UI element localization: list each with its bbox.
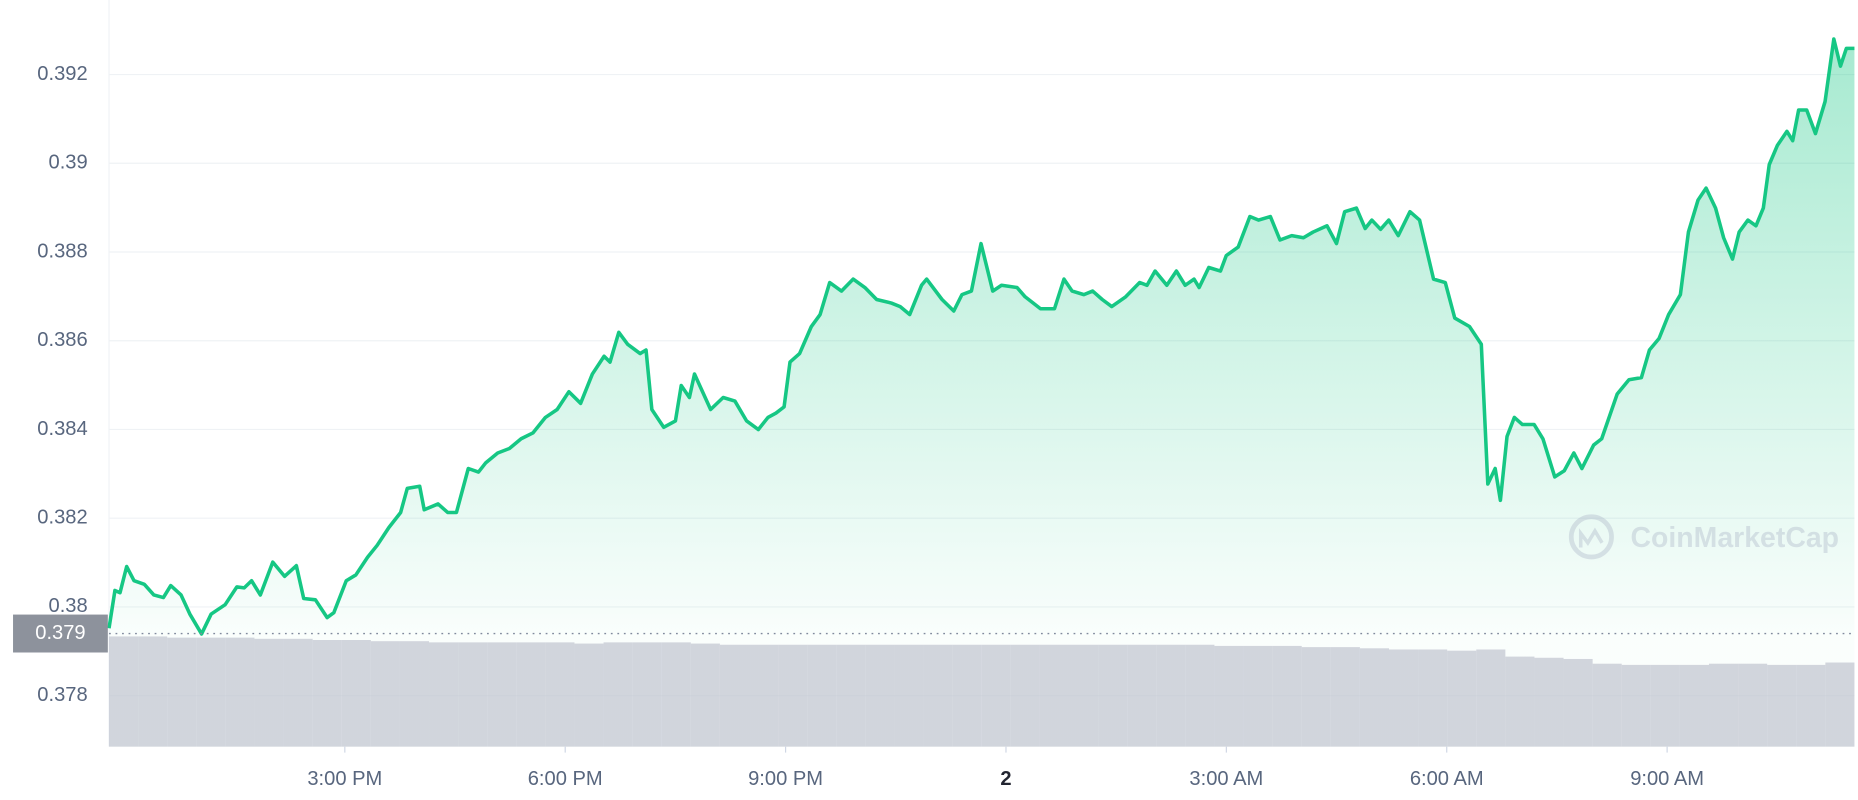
x-tick-label: 3:00 PM (307, 768, 382, 790)
volume-bar (865, 644, 895, 747)
volume-bar (1592, 663, 1622, 747)
volume-bar (399, 641, 430, 747)
volume-bar (312, 640, 342, 747)
volume-bar (1272, 645, 1302, 747)
volume-bar (952, 644, 982, 747)
volume-bar (661, 642, 691, 747)
x-tick-label: 3:00 AM (1189, 768, 1263, 790)
volume-bar (836, 644, 866, 747)
volume-bar (574, 643, 604, 747)
volume-bar (1476, 649, 1506, 747)
volume-bar (1388, 649, 1419, 747)
volume-bar (487, 642, 517, 747)
x-tick-label: 6:00 AM (1410, 768, 1484, 790)
volume-bar (1505, 656, 1535, 747)
volume-bar (1098, 644, 1128, 747)
volume-bar (167, 637, 197, 747)
x-tick-label: 9:00 PM (748, 768, 823, 790)
watermark: CoinMarketCap (1568, 514, 1839, 560)
x-tick-label: 9:00 AM (1630, 768, 1704, 790)
volume-bar (1418, 649, 1448, 747)
volume-bar (429, 642, 459, 747)
volume-bar (1767, 664, 1797, 747)
volume-bar (1359, 648, 1389, 747)
x-tick-label: 6:00 PM (528, 768, 603, 790)
volume-bar (1185, 644, 1215, 747)
volume-bar (1156, 644, 1186, 747)
price-line (107, 37, 1855, 636)
logo (1568, 514, 1614, 560)
plot (107, 37, 1855, 747)
logo-mark (1578, 527, 1604, 548)
axes: 0.378 0.38 0.382 0.384 0.386 0.388 0.39 0.392 3:… (13, 63, 1855, 790)
reference-label: 0.379 (35, 622, 85, 644)
volume-bar (370, 641, 400, 747)
volume-bar (1563, 658, 1593, 747)
volume-bar (1010, 644, 1040, 747)
volume-bar (109, 636, 139, 747)
y-tick-label: 0.386 (37, 329, 87, 351)
area-fill (109, 38, 1855, 747)
volume-bar (1214, 645, 1244, 747)
y-tick-label: 0.392 (37, 63, 87, 85)
volume-bar (458, 642, 488, 747)
volume-bar (1301, 647, 1331, 747)
volume-bar (1708, 663, 1739, 747)
volume-bar (1825, 662, 1855, 747)
volume-bar (1796, 664, 1826, 747)
volume-bar (225, 637, 255, 747)
y-tick-label: 0.384 (37, 418, 87, 440)
volume-bar (1243, 645, 1273, 747)
volume-bar (749, 644, 779, 747)
volume-bar (196, 637, 226, 747)
volume-bar (807, 644, 837, 747)
reference-tag (13, 614, 108, 653)
volume-bar (690, 643, 720, 747)
volume-bar (516, 642, 546, 747)
y-tick-label: 0.378 (37, 684, 87, 706)
volume-bar (923, 644, 953, 747)
volume-bar (632, 642, 662, 747)
y-tick-label: 0.39 (49, 152, 88, 174)
volume-bar (1738, 663, 1768, 747)
volume-bar (778, 644, 808, 747)
watermark-text: CoinMarketCap (1630, 522, 1839, 554)
volume-bar (719, 644, 750, 747)
volume-bar (1069, 644, 1099, 747)
volume-bar (1534, 657, 1564, 747)
volume-bar (545, 642, 575, 747)
volume-bar (1039, 644, 1070, 747)
volume-bar (1127, 644, 1157, 747)
y-tick-label: 0.388 (37, 240, 87, 262)
volume-bar (1650, 664, 1680, 747)
volume-bar (1330, 647, 1360, 747)
volume-bar (603, 642, 633, 747)
volume-bar (981, 644, 1011, 747)
volume-bar (138, 636, 168, 747)
volume-bar (894, 644, 924, 747)
volume-bar (1621, 664, 1651, 747)
y-tick-label: 0.382 (37, 506, 87, 528)
volume-bar (1447, 650, 1477, 747)
volume-bar (283, 638, 313, 747)
x-tick-label: 2 (1000, 768, 1011, 790)
volume-bar (1679, 664, 1709, 747)
volume-bar (341, 640, 371, 747)
y-tick-label: 0.38 (49, 595, 88, 617)
volume-bar (254, 638, 284, 747)
